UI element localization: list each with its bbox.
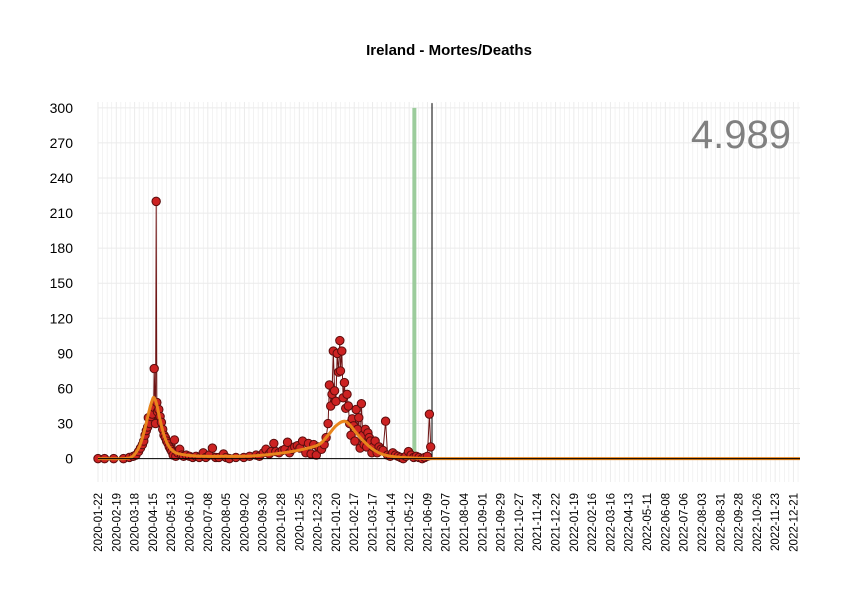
daily-death-point	[339, 377, 350, 388]
daily-death-point	[425, 442, 436, 452]
y-tick-label: 30	[57, 416, 73, 432]
marker-layer	[412, 103, 433, 459]
daily-death-point	[151, 196, 161, 207]
daily-death-point	[343, 401, 354, 411]
x-tick-label: 2022-08-03	[697, 493, 709, 552]
smooth-layer	[97, 395, 800, 461]
daily-death-point	[149, 363, 159, 374]
x-tick-label: 2021-12-22	[551, 493, 563, 552]
daily-death-point	[269, 438, 279, 449]
x-tick-label: 2020-02-19	[111, 493, 123, 552]
x-tick-label: 2020-06-10	[185, 493, 197, 552]
axis-layer: 0 30 60 90 120 150 180 210 240 270 300 2020-01-22 20…	[50, 100, 801, 552]
x-tick-label: 2022-10-26	[752, 493, 764, 552]
daily-death-point	[323, 418, 333, 429]
daily-death-point	[351, 404, 361, 415]
daily-death-point	[324, 380, 335, 390]
daily-death-point	[337, 346, 347, 356]
x-tick-label: 2020-12-23	[313, 493, 325, 552]
grid-layer	[97, 102, 800, 482]
daily-death-point	[356, 398, 367, 409]
x-tick-label: 2022-01-19	[569, 493, 581, 552]
x-tick-label: 2022-07-06	[679, 493, 691, 552]
x-tick-label: 2021-09-29	[496, 493, 508, 552]
x-tick-label: 2022-11-23	[770, 493, 782, 551]
y-tick-label: 180	[50, 240, 74, 256]
x-tick-label: 2020-07-08	[203, 493, 215, 552]
y-tick-label: 210	[50, 205, 74, 221]
x-tick-label: 2022-12-21	[788, 493, 800, 552]
x-tick-label: 2021-03-17	[368, 493, 380, 552]
chart-title: Ireland - Mortes/Deaths	[366, 42, 532, 59]
x-tick-label: 2020-03-18	[130, 493, 142, 552]
y-tick-label: 90	[57, 345, 73, 361]
daily-death-point	[169, 435, 180, 445]
x-tick-label: 2022-09-28	[734, 493, 746, 552]
x-tick-label: 2021-08-04	[459, 492, 471, 551]
x-tick-label: 2020-11-25	[294, 493, 306, 551]
x-tick-label: 2022-06-08	[660, 493, 672, 552]
x-tick-label: 2020-10-28	[276, 493, 288, 552]
y-tick-label: 120	[50, 310, 74, 326]
x-tick-label: 2021-10-27	[514, 493, 526, 552]
x-tick-label: 2020-04-15	[148, 493, 160, 552]
y-tick-label: 60	[57, 380, 73, 396]
daily-death-point	[342, 389, 352, 400]
x-tick-label: 2021-06-09	[422, 493, 434, 552]
x-tick-label: 2020-01-22	[93, 493, 105, 552]
daily-death-point	[380, 416, 391, 426]
x-tick-label: 2022-04-13	[624, 493, 636, 552]
x-tick-label: 2022-03-16	[605, 493, 617, 552]
y-tick-label: 270	[50, 135, 74, 151]
total-deaths-label: 4.989	[691, 113, 791, 157]
daily-death-point	[350, 436, 360, 446]
daily-death-point	[282, 437, 293, 447]
smoothed-trend-line	[97, 395, 800, 461]
x-tick-label: 2021-11-24	[532, 492, 544, 551]
x-tick-label: 2020-09-02	[239, 493, 251, 552]
x-tick-label: 2020-09-30	[258, 493, 270, 552]
x-tick-label: 2022-08-31	[715, 493, 727, 552]
daily-death-point	[311, 450, 322, 460]
y-tick-label: 240	[50, 170, 74, 186]
daily-death-point	[329, 386, 340, 396]
x-tick-label: 2021-09-01	[477, 493, 489, 552]
x-tick-label: 2021-01-20	[331, 493, 343, 552]
y-tick-label: 150	[50, 275, 74, 291]
x-tick-label: 2022-02-16	[587, 493, 599, 552]
x-tick-label: 2021-07-07	[441, 493, 453, 552]
daily-death-point	[424, 409, 435, 419]
x-tick-label: 2022-05-11	[642, 493, 654, 551]
daily-death-point	[335, 335, 345, 346]
x-tick-label: 2020-05-13	[166, 493, 178, 552]
x-tick-label: 2020-08-05	[221, 493, 233, 552]
y-tick-label: 300	[50, 100, 74, 116]
x-tick-label: 2021-05-12	[404, 493, 416, 552]
x-tick-label: 2021-04-14	[386, 492, 398, 551]
daily-death-point	[207, 443, 218, 453]
x-tick-label: 2021-02-17	[349, 493, 361, 552]
daily-death-point	[354, 412, 364, 423]
y-tick-label: 0	[65, 451, 73, 467]
daily-death-point	[335, 366, 346, 376]
